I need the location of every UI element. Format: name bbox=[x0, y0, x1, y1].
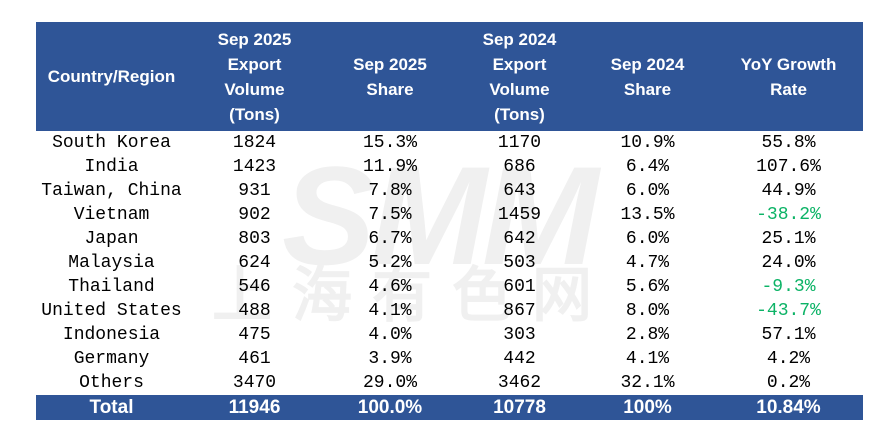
table-row: Malaysia 624 5.2% 503 4.7% 24.0% bbox=[36, 251, 863, 275]
column-header-sep2024-share: Sep 2024 Share bbox=[581, 22, 714, 131]
cell-country: Indonesia bbox=[62, 325, 161, 345]
column-header-sep2024-volume: Sep 2024 Export Volume (Tons) bbox=[458, 22, 581, 131]
cell-sep2025-share: 6.7% bbox=[368, 229, 412, 249]
cell-yoy-growth: -9.3% bbox=[761, 277, 816, 297]
cell-yoy-growth: 44.9% bbox=[761, 181, 816, 201]
cell-sep2024-volume: 643 bbox=[503, 181, 536, 201]
cell-sep2025-share: 15.3% bbox=[362, 133, 417, 153]
cell-sep2024-share: 8.0% bbox=[625, 301, 670, 321]
cell-yoy-growth: 57.1% bbox=[761, 325, 816, 345]
cell-sep2025-volume: 461 bbox=[238, 349, 271, 369]
cell-sep2024-volume: 3462 bbox=[497, 373, 542, 393]
cell-sep2025-share: 29.0% bbox=[362, 373, 417, 393]
header-row: Country/Region Sep 2025 Export Volume (T… bbox=[36, 22, 863, 131]
cell-sep2025-volume: 1423 bbox=[232, 157, 277, 177]
total-label: Total bbox=[36, 395, 187, 420]
cell-sep2024-share: 5.6% bbox=[625, 277, 670, 297]
cell-country: India bbox=[84, 157, 139, 177]
cell-sep2024-share: 6.0% bbox=[625, 229, 670, 249]
table-row: United States 488 4.1% 867 8.0% -43.7% bbox=[36, 299, 863, 323]
cell-country: Thailand bbox=[68, 277, 155, 297]
cell-sep2024-share: 4.7% bbox=[625, 253, 670, 273]
cell-country: Germany bbox=[73, 349, 150, 369]
column-header-country: Country/Region bbox=[36, 22, 187, 131]
cell-sep2025-volume: 488 bbox=[238, 301, 271, 321]
cell-yoy-growth: 4.2% bbox=[766, 349, 811, 369]
export-data-table: Country/Region Sep 2025 Export Volume (T… bbox=[36, 22, 863, 420]
cell-sep2024-volume: 686 bbox=[503, 157, 536, 177]
cell-sep2025-volume: 624 bbox=[238, 253, 271, 273]
table-row: Indonesia 475 4.0% 303 2.8% 57.1% bbox=[36, 323, 863, 347]
cell-sep2024-share: 6.0% bbox=[625, 181, 670, 201]
cell-country: United States bbox=[41, 301, 182, 321]
cell-sep2024-volume: 642 bbox=[503, 229, 536, 249]
table-row: India 1423 11.9% 686 6.4% 107.6% bbox=[36, 155, 863, 179]
cell-sep2025-share: 4.6% bbox=[368, 277, 412, 297]
cell-yoy-growth: 55.8% bbox=[761, 133, 816, 153]
cell-sep2024-volume: 601 bbox=[503, 277, 536, 297]
cell-sep2025-share: 7.5% bbox=[368, 205, 412, 225]
cell-sep2025-share: 7.8% bbox=[368, 181, 412, 201]
cell-sep2024-volume: 1459 bbox=[497, 205, 542, 225]
cell-country: Vietnam bbox=[73, 205, 150, 225]
column-header-yoy-growth: YoY Growth Rate bbox=[714, 22, 863, 131]
cell-country: South Korea bbox=[52, 133, 171, 153]
cell-sep2024-share: 2.8% bbox=[625, 325, 670, 345]
cell-sep2025-share: 3.9% bbox=[368, 349, 412, 369]
table-footer: Total 11946 100.0% 10778 100% 10.84% bbox=[36, 395, 863, 420]
table-row: South Korea 1824 15.3% 1170 10.9% 55.8% bbox=[36, 131, 863, 155]
cell-sep2025-share: 4.0% bbox=[368, 325, 412, 345]
total-yoy-growth: 10.84% bbox=[714, 395, 863, 420]
total-sep2024-share: 100% bbox=[581, 395, 714, 420]
table-header: Country/Region Sep 2025 Export Volume (T… bbox=[36, 22, 863, 131]
cell-sep2025-volume: 803 bbox=[238, 229, 271, 249]
cell-sep2024-share: 6.4% bbox=[625, 157, 670, 177]
total-row: Total 11946 100.0% 10778 100% 10.84% bbox=[36, 395, 863, 420]
total-sep2025-volume: 11946 bbox=[187, 395, 322, 420]
cell-sep2024-volume: 303 bbox=[503, 325, 536, 345]
total-sep2024-volume: 10778 bbox=[458, 395, 581, 420]
cell-sep2024-volume: 503 bbox=[503, 253, 536, 273]
table-row: Taiwan, China 931 7.8% 643 6.0% 44.9% bbox=[36, 179, 863, 203]
cell-sep2025-volume: 546 bbox=[238, 277, 271, 297]
cell-country: Japan bbox=[84, 229, 139, 249]
cell-yoy-growth: 0.2% bbox=[766, 373, 811, 393]
cell-sep2025-share: 5.2% bbox=[368, 253, 412, 273]
cell-sep2024-volume: 1170 bbox=[497, 133, 542, 153]
cell-sep2025-volume: 902 bbox=[238, 205, 271, 225]
table-row: Vietnam 902 7.5% 1459 13.5% -38.2% bbox=[36, 203, 863, 227]
cell-sep2024-volume: 442 bbox=[503, 349, 536, 369]
cell-sep2025-share: 4.1% bbox=[368, 301, 412, 321]
cell-yoy-growth: 107.6% bbox=[756, 157, 821, 177]
cell-sep2025-volume: 931 bbox=[238, 181, 271, 201]
cell-country: Others bbox=[79, 373, 144, 393]
cell-sep2024-share: 4.1% bbox=[625, 349, 670, 369]
cell-sep2024-share: 32.1% bbox=[620, 373, 675, 393]
cell-yoy-growth: 25.1% bbox=[761, 229, 816, 249]
cell-sep2025-volume: 1824 bbox=[232, 133, 277, 153]
cell-yoy-growth: -38.2% bbox=[756, 205, 821, 225]
cell-sep2025-volume: 3470 bbox=[232, 373, 277, 393]
cell-country: Taiwan, China bbox=[41, 181, 182, 201]
cell-sep2024-share: 10.9% bbox=[620, 133, 675, 153]
cell-yoy-growth: 24.0% bbox=[761, 253, 816, 273]
column-header-sep2025-share: Sep 2025 Share bbox=[322, 22, 458, 131]
table-body: South Korea 1824 15.3% 1170 10.9% 55.8% … bbox=[36, 131, 863, 395]
table-row: Japan 803 6.7% 642 6.0% 25.1% bbox=[36, 227, 863, 251]
cell-yoy-growth: -43.7% bbox=[756, 301, 821, 321]
table-row: Thailand 546 4.6% 601 5.6% -9.3% bbox=[36, 275, 863, 299]
table-row: Germany 461 3.9% 442 4.1% 4.2% bbox=[36, 347, 863, 371]
cell-sep2024-volume: 867 bbox=[503, 301, 536, 321]
cell-sep2024-share: 13.5% bbox=[620, 205, 675, 225]
table-row: Others 3470 29.0% 3462 32.1% 0.2% bbox=[36, 371, 863, 395]
column-header-sep2025-volume: Sep 2025 Export Volume (Tons) bbox=[187, 22, 322, 131]
cell-sep2025-volume: 475 bbox=[238, 325, 271, 345]
cell-country: Malaysia bbox=[68, 253, 155, 273]
cell-sep2025-share: 11.9% bbox=[362, 157, 417, 177]
total-sep2025-share: 100.0% bbox=[322, 395, 458, 420]
